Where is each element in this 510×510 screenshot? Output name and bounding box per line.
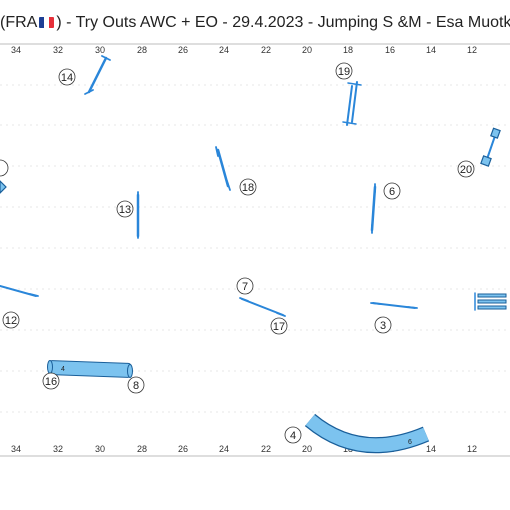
jump-wing	[276, 312, 286, 317]
jump-wing	[101, 55, 111, 61]
number-badge	[335, 62, 353, 80]
top-tick: 16	[385, 45, 395, 55]
obstacle-19[interactable]: 19	[335, 62, 362, 126]
top-tick: 26	[178, 45, 188, 55]
tire-base	[480, 155, 492, 167]
title-prefix: (FRA	[0, 14, 38, 31]
top-tick: 30	[95, 45, 105, 55]
number-badge	[270, 317, 288, 335]
top-tick: 28	[137, 45, 147, 55]
title-suffix: ) - Try Outs AWC + EO - 29.4.2023 - Jump…	[56, 14, 510, 31]
number-badge	[236, 277, 254, 295]
jump-bar	[87, 56, 108, 94]
obstacle-number: 16	[45, 376, 57, 388]
obstacle-number: 19	[338, 66, 350, 78]
number-badge	[42, 372, 60, 390]
number-badge	[383, 182, 401, 200]
top-tick: 32	[53, 45, 63, 55]
obstacle-18[interactable]: 18	[215, 146, 257, 196]
obstacle-number: 17	[273, 321, 285, 333]
obstacle-triple-jump[interactable]	[474, 292, 507, 311]
obstacle-number: 3	[380, 320, 386, 332]
obstacle-number: 4	[290, 430, 296, 442]
top-axis: 34 32 30 28 26 24 22 20 18 16 14 12	[11, 45, 477, 55]
obstacle-14[interactable]: 14	[58, 55, 111, 95]
number-badge	[374, 316, 392, 334]
flag-stripe-white	[44, 17, 50, 28]
top-tick: 24	[219, 45, 229, 55]
obstacle-12[interactable]: 12	[0, 285, 39, 329]
obstacle-13[interactable]: 13	[116, 191, 140, 239]
jump-bar	[346, 85, 353, 126]
jump-wing	[29, 293, 39, 297]
tire-base	[490, 127, 501, 139]
number-badge	[0, 159, 9, 177]
number-badge	[116, 200, 134, 218]
number-badge	[127, 376, 145, 394]
obstacle-number: 14	[61, 72, 73, 84]
bottom-tick: 30	[95, 444, 105, 454]
obstacle-7-17[interactable]: 7 17	[236, 277, 288, 335]
bottom-tick: 14	[426, 444, 436, 454]
bottom-tick: 12	[467, 444, 477, 454]
jump-wing	[347, 82, 362, 86]
number-badge	[457, 160, 475, 178]
course-title: (FRA ) - Try Outs AWC + EO - 29.4.2023 - …	[0, 14, 510, 38]
jump-wing	[342, 121, 357, 125]
obstacle-number: 6	[389, 186, 395, 198]
flag-stripe-blue	[39, 17, 45, 28]
flag-stripe-red	[49, 17, 55, 28]
triple-bar	[477, 305, 507, 310]
top-tick: 20	[302, 45, 312, 55]
curved-tunnel	[305, 414, 429, 452]
obstacle-5-base	[0, 180, 7, 194]
top-tick: 14	[426, 45, 436, 55]
tunnel-4[interactable]: 6 4	[284, 413, 430, 454]
number-badge	[2, 311, 20, 329]
jump-bar	[241, 298, 284, 316]
bottom-tick: 34	[11, 444, 21, 454]
jump-wing	[84, 89, 94, 95]
obstacle-number: 7	[242, 281, 248, 293]
jump-wing	[239, 297, 249, 302]
jump-wing	[370, 302, 381, 305]
jump-wing	[226, 180, 231, 191]
top-tick: 34	[11, 45, 21, 55]
tunnel-label: 6	[408, 439, 412, 446]
obstacle-5[interactable]	[0, 159, 9, 194]
obstacle-20[interactable]: 20	[457, 127, 501, 178]
jump-bar	[216, 148, 230, 188]
bottom-tick: 22	[261, 444, 271, 454]
number-badge	[239, 178, 257, 196]
obstacle-number: 8	[133, 380, 139, 392]
jump-bar	[370, 185, 377, 232]
tunnel-entrance	[47, 360, 53, 374]
jump-wing	[407, 306, 418, 309]
bottom-tick: 32	[53, 444, 63, 454]
obstacle-number: 20	[460, 164, 472, 176]
tunnel-label: 4	[61, 366, 65, 373]
jump-wing	[215, 146, 219, 157]
obstacle-number: 13	[119, 204, 131, 216]
triple-bar	[477, 299, 507, 304]
obstacle-6[interactable]: 6	[370, 182, 401, 234]
top-tick: 18	[343, 45, 353, 55]
obstacle-number: 18	[242, 182, 254, 194]
bottom-tick: 26	[178, 444, 188, 454]
tunnel-exit	[127, 364, 133, 378]
top-tick: 12	[467, 45, 477, 55]
bottom-tick: 20	[302, 444, 312, 454]
france-flag-icon	[39, 17, 55, 28]
top-tick: 22	[261, 45, 271, 55]
number-badge	[284, 426, 302, 444]
bottom-tick: 28	[137, 444, 147, 454]
obstacle-number: 12	[5, 315, 17, 327]
jump-bar	[351, 81, 358, 123]
number-badge	[58, 68, 76, 86]
tunnel-16-8[interactable]: 4 16 8	[42, 360, 145, 394]
obstacle-3[interactable]: 3	[370, 302, 418, 334]
triple-bar	[477, 293, 507, 298]
bottom-tick: 24	[219, 444, 229, 454]
